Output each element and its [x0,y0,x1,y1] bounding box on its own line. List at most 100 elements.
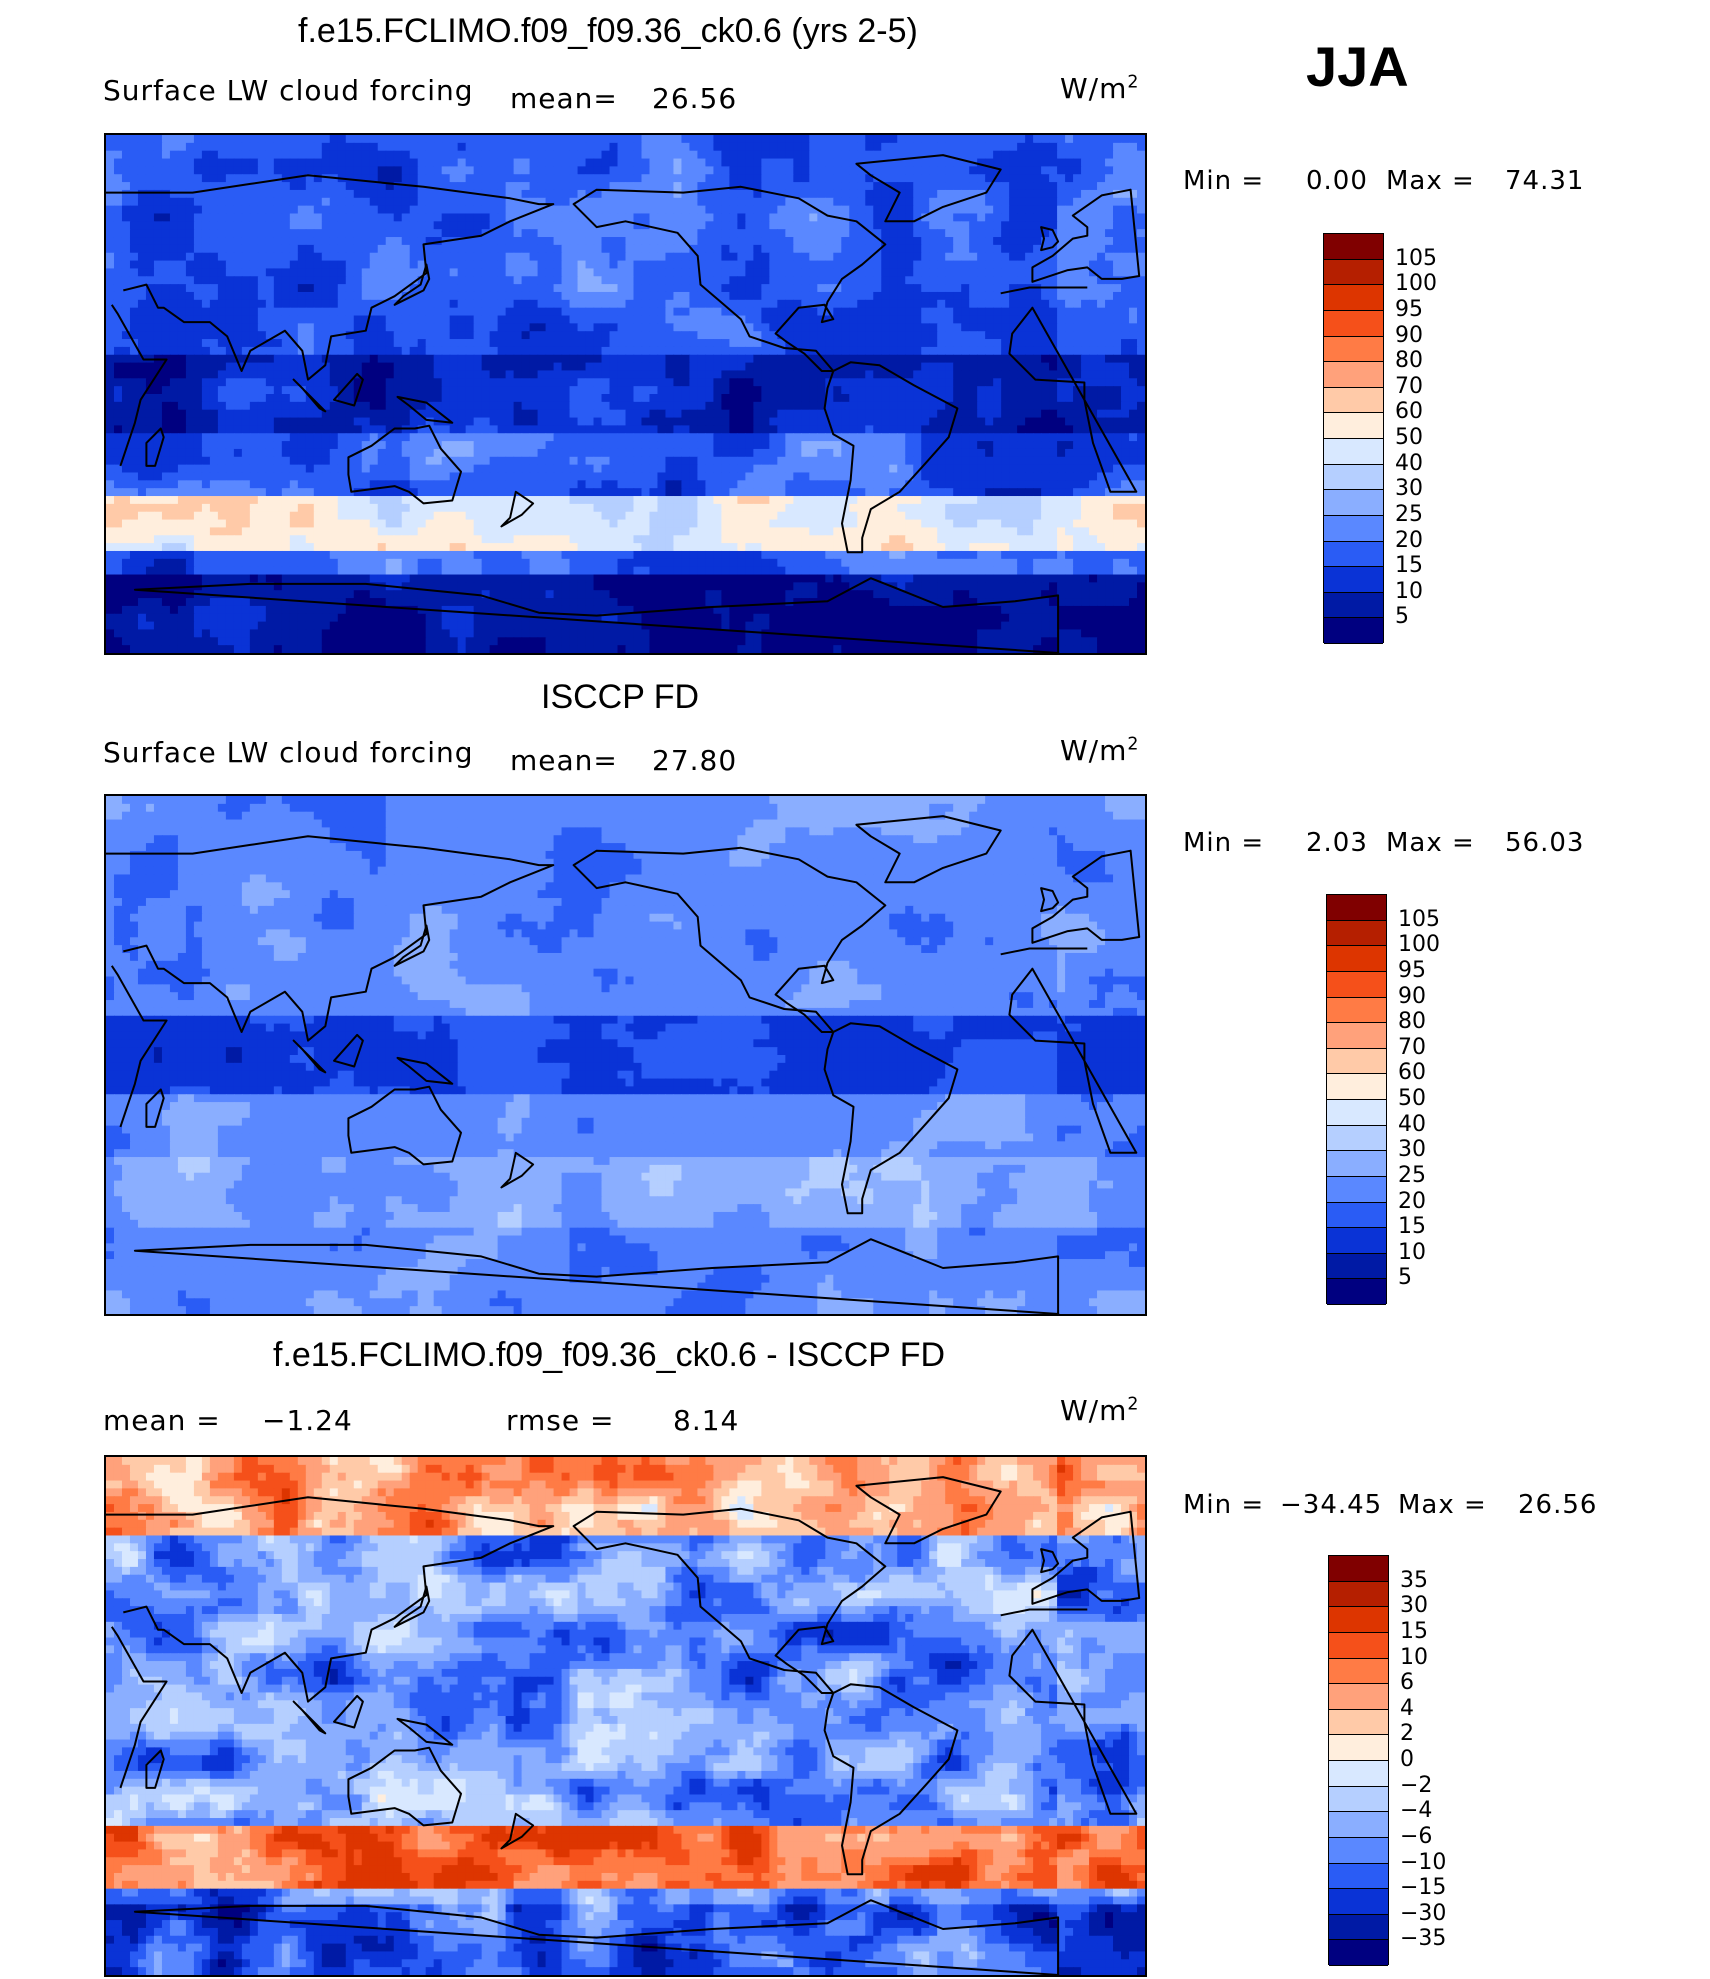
coastline-japan [393,924,431,967]
coastline-borneo [333,1033,364,1068]
colorbar-cell [1329,1889,1388,1915]
panel1-subtitle: Surface LW cloud forcing [103,74,474,107]
colorbar-cell [1324,464,1383,491]
colorbar-cell [1329,1786,1388,1813]
colorbar-cell [1327,920,1386,947]
colorbar-cell [1327,1023,1386,1049]
colorbar-tick-label: −10 [1400,1850,1446,1875]
coastline-antarctica [133,577,1060,653]
panel3-units: W/m2 [1060,1394,1139,1427]
colorbar-cell [1324,336,1383,363]
panel3-min-value: −34.45 [1280,1490,1382,1520]
coastlines [106,815,1141,1314]
colorbar-tick-label: 4 [1400,1696,1414,1721]
colorbar-tick-label: 15 [1400,1619,1428,1644]
colorbar-tick-label: 30 [1395,476,1423,501]
colorbar-tick-label: 15 [1395,553,1423,578]
panel1-mean-value: 26.56 [652,82,737,115]
colorbar-tick-label: 40 [1398,1112,1426,1137]
colorbar-cell [1329,1735,1388,1761]
colorbar-cell [1329,1914,1388,1941]
colorbar-cell [1327,1202,1386,1229]
panel3-rmse-label: rmse = [506,1404,614,1437]
colorbar-tick-label: 70 [1395,374,1423,399]
coastline-greenland [855,1476,1002,1545]
panel1-map [104,133,1147,655]
panel1-max-label: Max = [1386,166,1475,196]
panel3-rmse-value: 8.14 [673,1404,739,1437]
colorbar-tick-label: 30 [1398,1137,1426,1162]
coastline-japan [393,1585,431,1628]
panel2-colorbar [1326,894,1387,1305]
panel2-units: W/m2 [1060,734,1139,767]
colorbar-tick-label: 5 [1395,604,1409,629]
panel3-mean-value: −1.24 [262,1404,353,1437]
coastline-madagascar [145,1749,165,1789]
colorbar-tick-label: 30 [1400,1593,1428,1618]
panel1-min-value: 0.00 [1306,166,1368,196]
coastline-madagascar [145,1088,165,1128]
colorbar-tick-label: 95 [1395,297,1423,322]
colorbar-tick-label: 60 [1395,399,1423,424]
coastline-greenland [855,815,1002,884]
coastline-australia [347,424,462,505]
coastline-australia [347,1085,462,1166]
colorbar-cell [1327,895,1386,921]
colorbar-tick-label: 40 [1395,451,1423,476]
colorbar-tick-label: 50 [1395,425,1423,450]
panel3-map-canvas [106,1457,1145,1975]
panel2-map-canvas [106,796,1145,1314]
panel3-max-label: Max = [1398,1490,1487,1520]
colorbar-cell [1327,1176,1386,1203]
coastline-namerica [572,1507,887,1694]
panel2-min-value: 2.03 [1306,828,1368,858]
colorbar-cell [1329,1684,1388,1710]
colorbar-cell [1329,1658,1388,1685]
colorbar-cell [1324,234,1383,260]
coastline-samerica [823,1683,959,1876]
colorbar-cell [1327,971,1386,998]
panel2-map [104,794,1147,1316]
colorbar-tick-label: 50 [1398,1086,1426,1111]
panel2-max-value: 56.03 [1505,828,1584,858]
colorbar-tick-label: 6 [1400,1670,1414,1695]
panel1-max-value: 74.31 [1505,166,1584,196]
panel3-title: f.e15.FCLIMO.f09_f09.36_ck0.6 - ISCCP FD [273,1336,945,1375]
coastline-africa [110,947,1138,1154]
coastline-antarctica [133,1899,1060,1975]
panel2-subtitle: Surface LW cloud forcing [103,736,474,769]
coastline-madagascar [145,427,165,467]
colorbar-cell [1324,310,1383,337]
colorbar-cell [1327,997,1386,1024]
colorbar-cell [1327,1074,1386,1100]
colorbar-tick-label: 90 [1398,984,1426,1009]
coastline-uk [1040,226,1060,252]
coastline-namerica [572,185,887,372]
colorbar-cell [1324,259,1383,286]
colorbar-cell [1329,1709,1388,1736]
contour-fill [106,135,1145,653]
colorbar-tick-label: 100 [1398,932,1440,957]
colorbar-tick-label: −30 [1400,1901,1446,1926]
coastline-uk [1040,1548,1060,1574]
panel2-mean-label: mean= [510,744,618,777]
coastline-newguinea [396,1056,454,1085]
coastlines [106,1476,1141,1975]
colorbar-cell [1329,1812,1388,1838]
colorbar-tick-label: 90 [1395,323,1423,348]
colorbar-cell [1329,1940,1388,1966]
colorbar-cell [1327,1151,1386,1177]
colorbar-tick-label: −6 [1400,1824,1432,1849]
coastline-eurasia [106,174,1141,381]
colorbar-tick-label: 100 [1395,271,1437,296]
colorbar-cell [1324,413,1383,439]
colorbar-tick-label: 105 [1395,246,1437,271]
colorbar-cell [1324,515,1383,542]
coastline-africa [110,286,1138,493]
panel1-mean-label: mean= [510,82,618,115]
panel1-colorbar [1323,233,1384,644]
panel3-map [104,1455,1147,1977]
coastline-newguinea [396,1717,454,1746]
colorbar-cell [1324,541,1383,568]
colorbar-tick-label: 10 [1395,579,1423,604]
